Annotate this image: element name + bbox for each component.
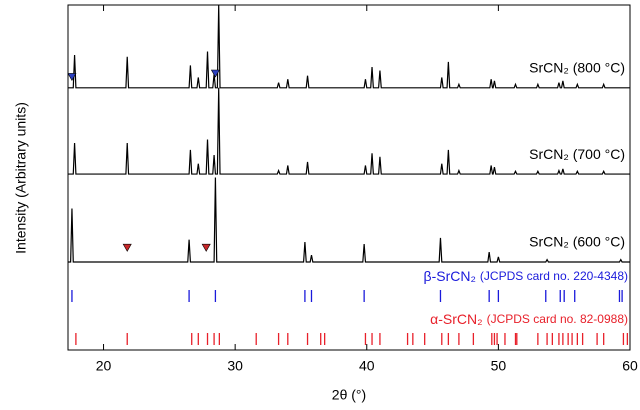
reference-label: α-SrCN₂ (JCPDS card no. 82-0988) — [430, 311, 628, 327]
x-tick-label: 50 — [491, 358, 507, 374]
x-tick-label: 30 — [227, 358, 243, 374]
reference-name: α-SrCN₂ — [430, 311, 482, 327]
x-tick-label: 40 — [359, 358, 375, 374]
x-tick-label: 20 — [96, 358, 112, 374]
plot-frame — [67, 4, 631, 351]
reference-note: (JCPDS card no. 220-4348) — [480, 269, 628, 283]
peak-marker — [67, 73, 77, 82]
pattern-line — [68, 87, 630, 175]
reference-label: β-SrCN₂ (JCPDS card no. 220-4348) — [424, 268, 628, 284]
peak-marker — [122, 243, 132, 252]
reference-note: (JCPDS card no. 82-0988) — [487, 312, 628, 326]
y-axis-label: Intensity (Arbitrary units) — [13, 102, 29, 254]
x-tick-label: 60 — [622, 358, 638, 374]
series-label: SrCN₂ (700 °C) — [529, 146, 625, 162]
pattern-line — [68, 177, 630, 263]
x-axis-label: 2θ (°) — [332, 387, 366, 403]
series-label: SrCN₂ (800 °C) — [529, 60, 625, 76]
pattern-line — [68, 4, 630, 89]
peak-marker — [210, 69, 220, 78]
series-label: SrCN₂ (600 °C) — [529, 234, 625, 250]
reference-name: β-SrCN₂ — [424, 268, 476, 284]
peak-marker — [201, 243, 211, 252]
